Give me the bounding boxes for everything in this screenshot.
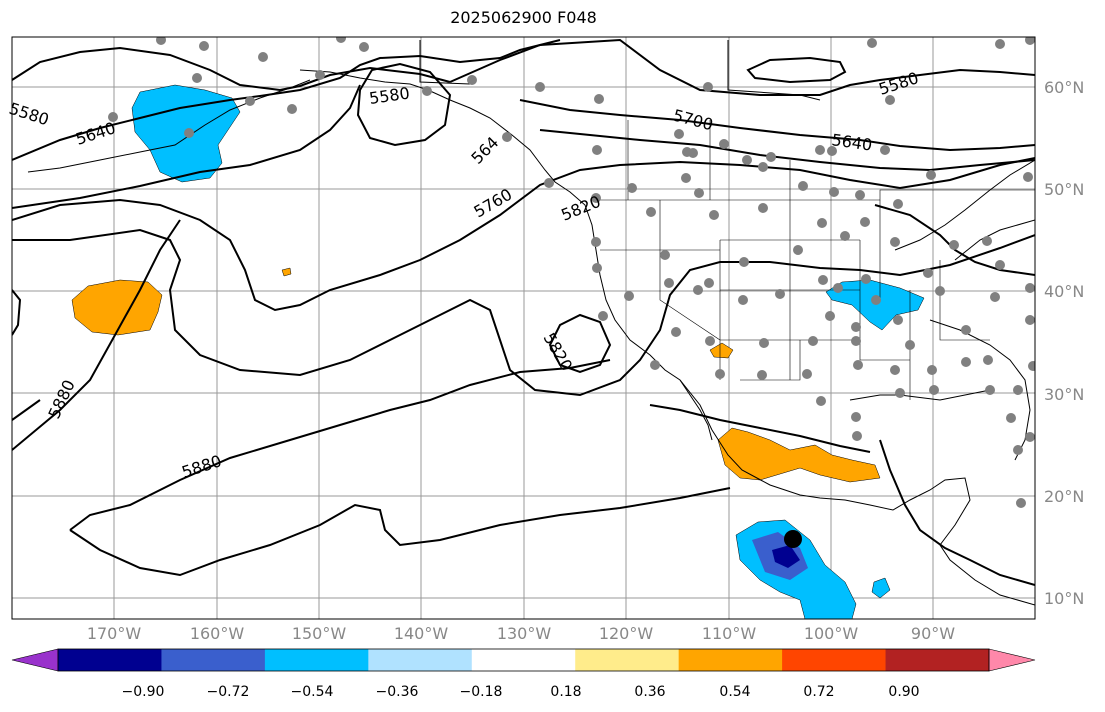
colorbar-segment [471,649,576,671]
colorbar-segment [368,649,473,671]
lon-label: 150°W [291,624,347,643]
lon-label: 90°W [910,624,956,643]
colorbar-tick-label: −0.36 [375,684,419,700]
colorbar-tick-label: 0.90 [888,684,920,700]
colorbar-segment [575,649,680,671]
contour-label: 5760 [471,185,516,222]
colorbar-tick-label: 0.36 [634,684,666,700]
contour-label: 5580 [876,68,921,99]
colorbar-segment [264,649,369,671]
height-contours [12,38,1035,586]
colorbar-segment [58,649,162,671]
lon-label: 160°W [189,624,245,643]
contour-label: 5640 [73,118,118,149]
colorbar [11,648,1036,672]
colorbar-segment [678,649,783,671]
contour-label: 5820 [558,192,603,225]
contour-label: 564 [467,133,502,168]
contour-label: 5880 [44,377,78,422]
colorbar-outline [57,648,990,672]
colorbar-segment [885,649,990,671]
lon-label: 110°W [701,624,757,643]
colorbar-tick-label: 0.18 [550,684,582,700]
colorbar-tick-label: −0.90 [121,684,165,700]
colorbar-tick-label: 0.54 [719,684,751,700]
contour-label: 5820 [540,330,577,375]
colorbar-tick-label: −0.18 [459,684,503,700]
colorbar-tick-label: 0.72 [803,684,835,700]
contour-label: 5580 [7,99,52,130]
anomaly-fill [71,84,925,619]
lon-label: 120°W [598,624,654,643]
highlight-station-marker [784,530,802,548]
station-markers [108,37,1035,508]
colorbar-segment [782,649,887,671]
colorbar-segment [161,649,266,671]
lat-label: 40°N [1044,282,1085,301]
lat-label: 10°N [1044,589,1085,608]
map-plot: 5580 5640 5580 5700 5640 5580 5760 5820 … [7,36,1036,620]
lat-label: 50°N [1044,180,1085,199]
colorbar-tick-label: −0.54 [290,684,334,700]
colorbar-extend-low [11,648,59,672]
lon-label: 100°W [803,624,859,643]
lat-label: 30°N [1044,385,1085,404]
colorbar-extend-high [988,648,1036,672]
map-frame [11,36,1036,620]
lat-label: 60°N [1044,78,1085,97]
lon-label: 130°W [496,624,552,643]
colorbar-tick-label: −0.72 [206,684,250,700]
map-title: 2025062900 F048 [450,8,597,27]
lon-label: 140°W [393,624,449,643]
lat-label: 20°N [1044,487,1085,506]
lon-label: 170°W [86,624,142,643]
